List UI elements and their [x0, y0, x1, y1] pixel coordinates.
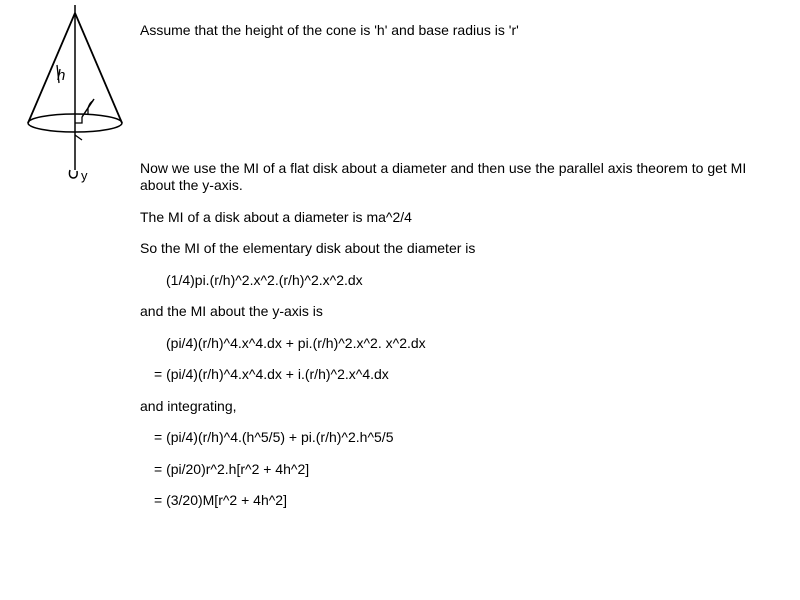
eq-5: = (pi/20)r^2.h[r^2 + 4h^2]: [140, 461, 770, 479]
para-3: The MI of a disk about a diameter is ma^…: [140, 209, 770, 227]
para-5: and the MI about the y-axis is: [140, 303, 770, 321]
svg-text:y: y: [81, 168, 88, 183]
eq-4: = (pi/4)(r/h)^4.(h^5/5) + pi.(r/h)^2.h^5…: [140, 429, 770, 447]
eq-2: (pi/4)(r/h)^4.x^4.dx + pi.(r/h)^2.x^2. x…: [140, 335, 770, 353]
para-2: Now we use the MI of a flat disk about a…: [140, 160, 770, 195]
derivation-text: Assume that the height of the cone is 'h…: [140, 22, 770, 524]
page-root: h y Assume that the height of the cone i…: [0, 0, 800, 600]
intro-line: Assume that the height of the cone is 'h…: [140, 22, 770, 40]
para-4: So the MI of the elementary disk about t…: [140, 240, 770, 258]
eq-3: = (pi/4)(r/h)^4.x^4.dx + i.(r/h)^2.x^4.d…: [140, 366, 770, 384]
cone-svg: h y: [10, 5, 140, 195]
cone-diagram: h y: [10, 5, 140, 195]
eq-1: (1/4)pi.(r/h)^2.x^2.(r/h)^2.x^2.dx: [140, 272, 770, 290]
eq-6: = (3/20)M[r^2 + 4h^2]: [140, 492, 770, 510]
para-6: and integrating,: [140, 398, 770, 416]
